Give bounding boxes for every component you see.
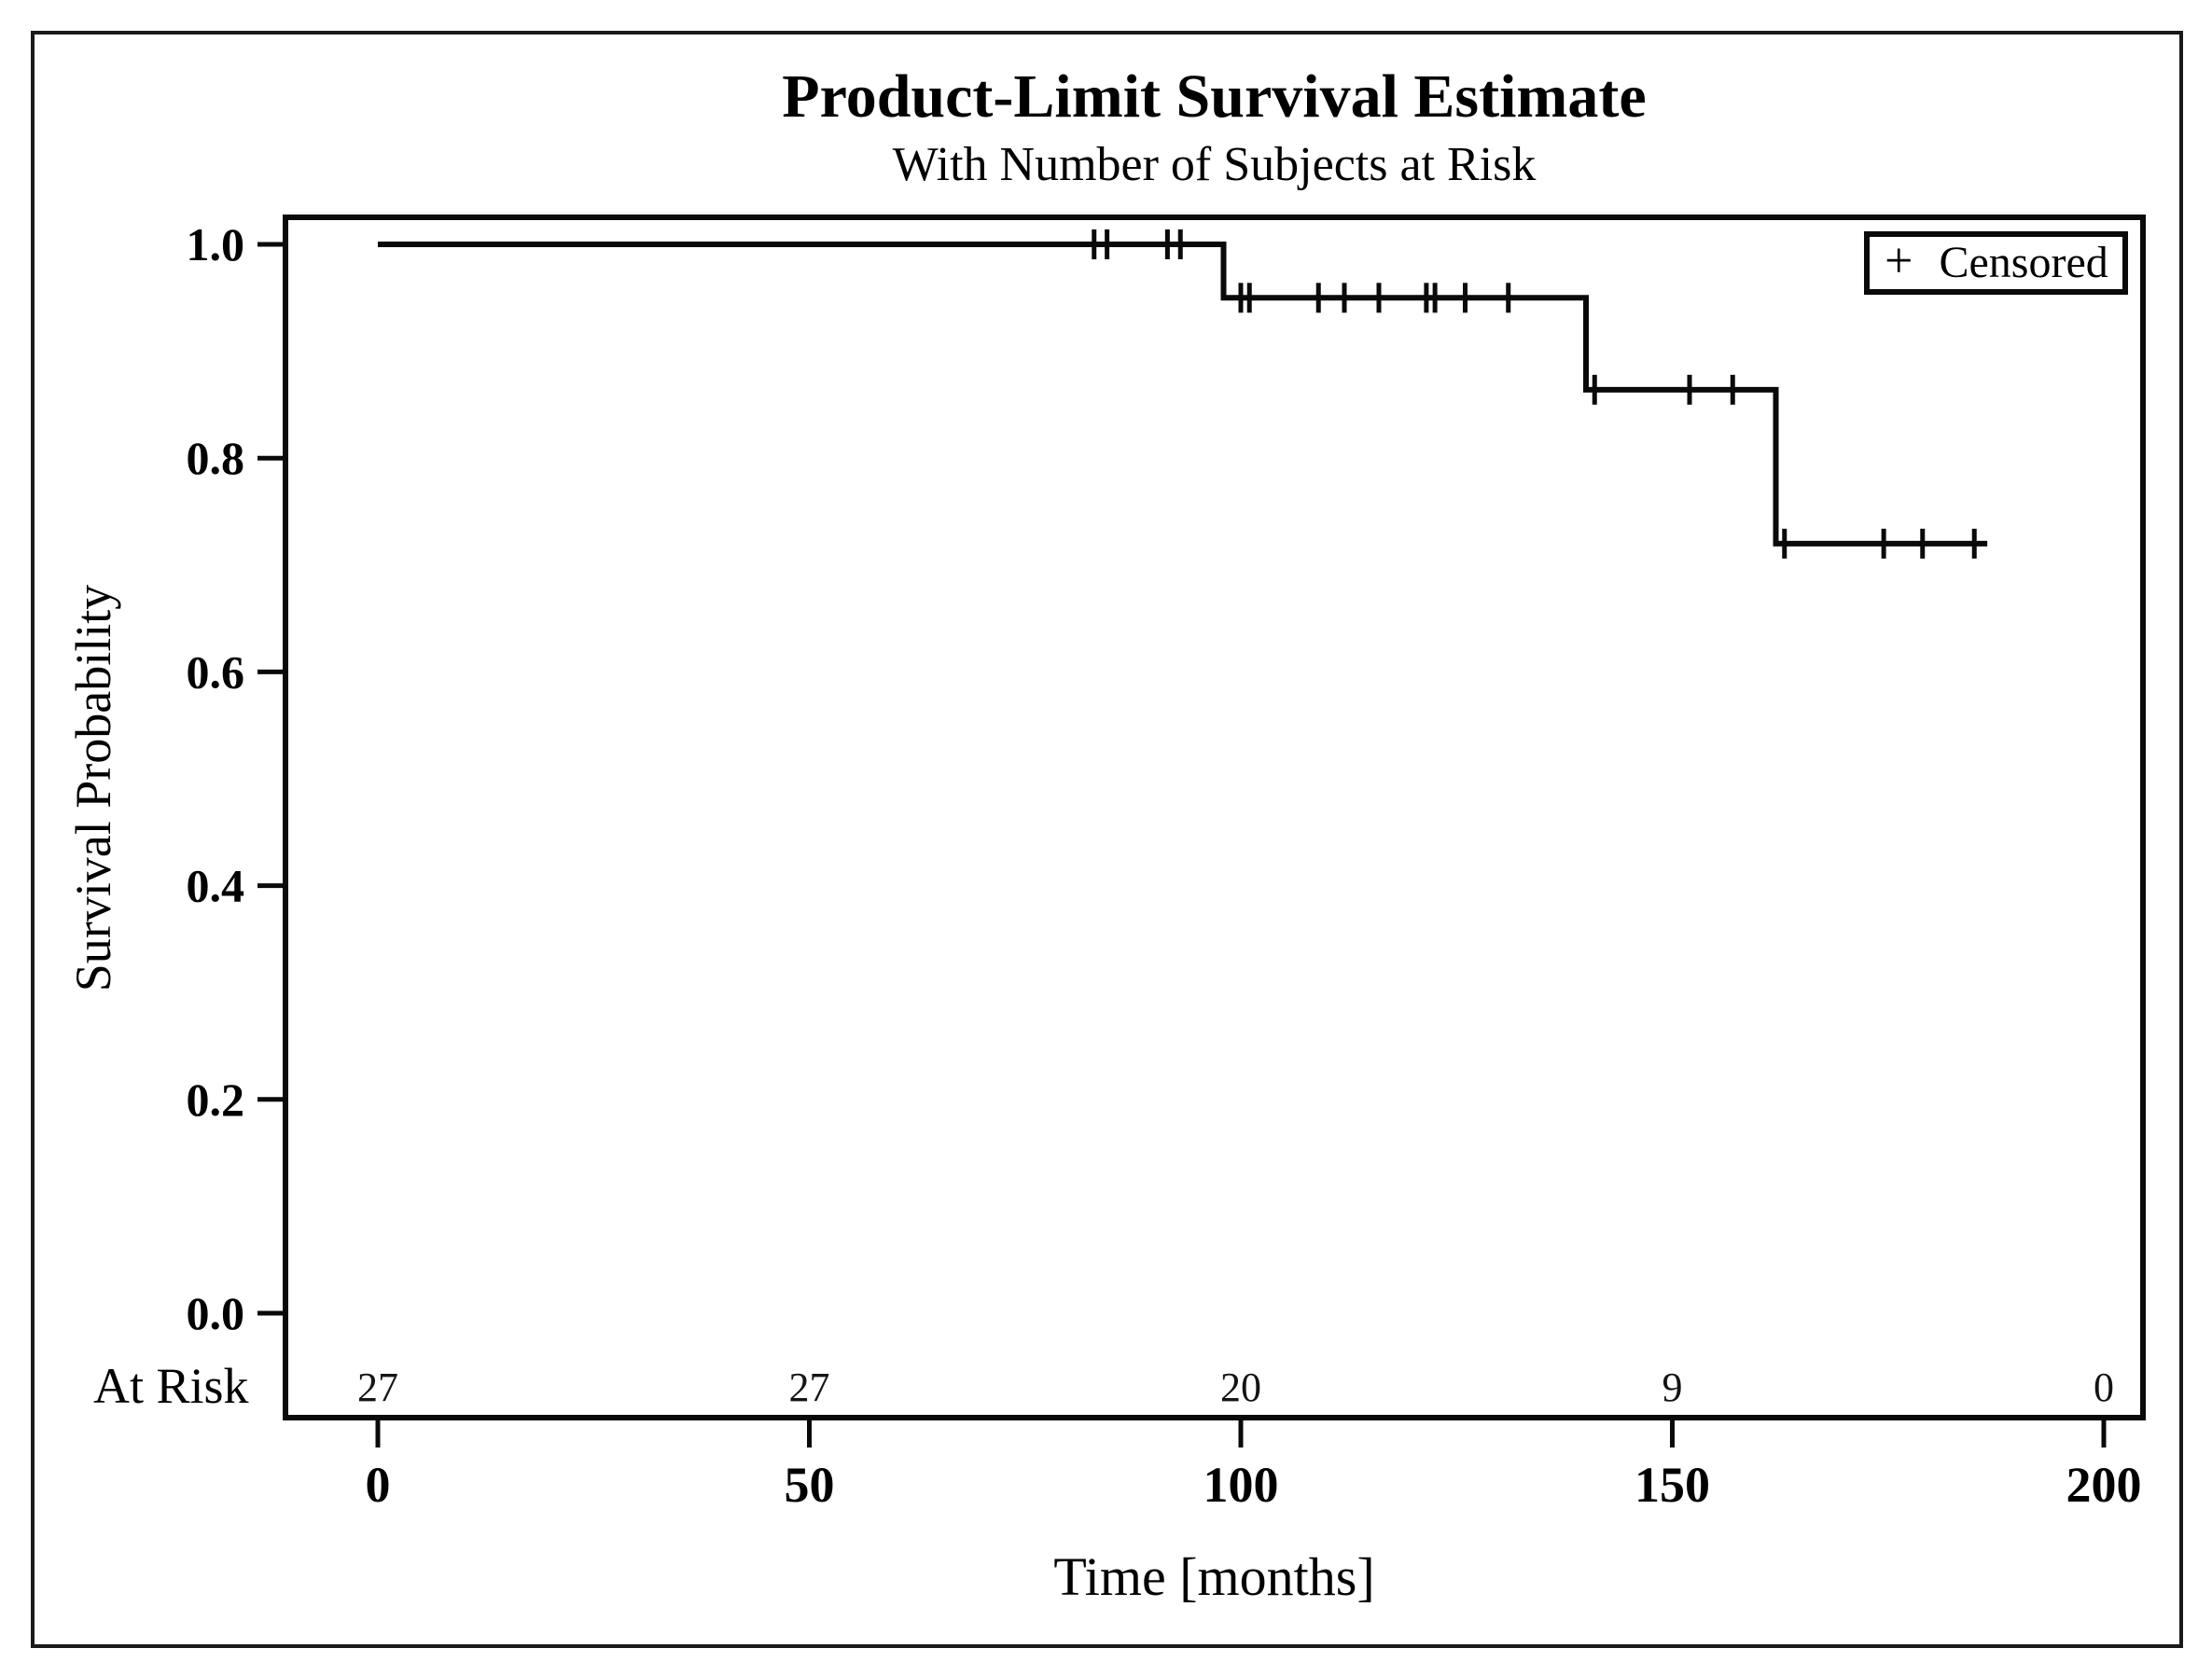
y-tick-label: 1.0 [187,218,245,270]
figure-border [31,31,2183,1648]
at-risk-count: 20 [1220,1364,1261,1410]
at-risk-label: At Risk [93,1358,249,1414]
y-tick-label: 0.8 [187,432,245,484]
plot-frame [283,215,2146,1420]
x-tick-label: 0 [366,1457,391,1513]
y-tick-label: 0.4 [187,860,245,912]
at-risk-count: 0 [2094,1364,2114,1410]
legend-box: + Censored [1864,231,2128,295]
y-tick-label: 0.2 [187,1073,245,1126]
at-risk-count: 27 [357,1364,398,1410]
at-risk-count: 9 [1662,1364,1683,1410]
x-tick-label: 150 [1635,1457,1710,1513]
y-tick-label: 0.6 [187,645,245,698]
x-axis-title: Time [months] [1053,1546,1375,1607]
chart-title: Product-Limit Survival Estimate [782,62,1647,131]
x-tick-label: 100 [1203,1457,1279,1513]
legend-label: Censored [1939,238,2108,287]
at-risk-count: 27 [789,1364,830,1410]
survival-curve [378,242,1988,547]
x-tick-label: 200 [2066,1457,2142,1513]
y-tick-label: 0.0 [187,1287,245,1339]
censored-plus-icon: + [1885,232,1913,288]
x-tick-label: 50 [785,1457,835,1513]
chart-subtitle: With Number of Subjects at Risk [892,138,1537,191]
